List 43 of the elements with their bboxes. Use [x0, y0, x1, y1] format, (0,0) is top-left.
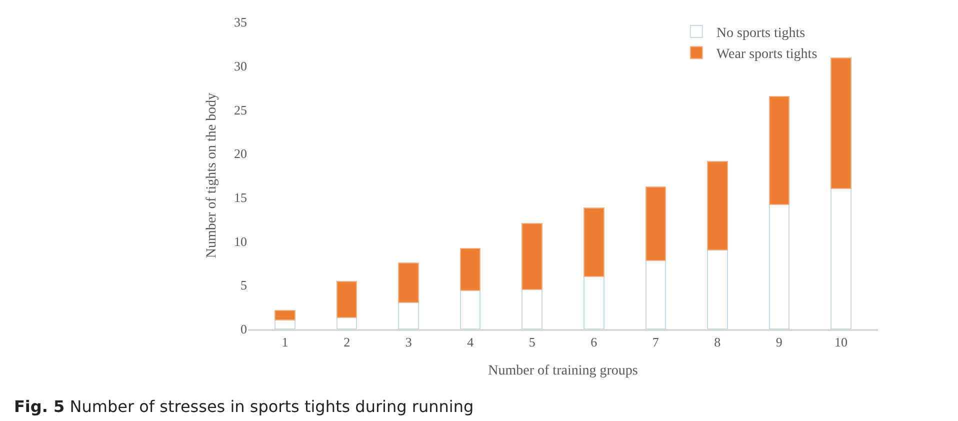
- bar: [336, 281, 358, 318]
- x-tick-label: 9: [776, 334, 782, 350]
- bar: [707, 160, 728, 251]
- y-tick-label: 20: [234, 146, 247, 162]
- x-tick-label: 3: [405, 334, 412, 350]
- y-axis-title: Number of tights on the body: [204, 92, 220, 258]
- bar: [645, 186, 666, 262]
- x-tick-label: 5: [528, 334, 536, 350]
- x-axis-title: Number of training groups: [488, 363, 638, 378]
- caption: Fig. 5 Number of stresses in sports tights during running: [14, 397, 474, 416]
- x-tick-label: 7: [652, 334, 660, 350]
- x-tick-label: 6: [590, 334, 598, 350]
- bar: [274, 310, 296, 321]
- x-tick-label: 1: [282, 334, 288, 350]
- bar: [584, 276, 604, 329]
- bar: [830, 57, 852, 190]
- y-tick-label: 5: [240, 278, 247, 293]
- bar: [645, 260, 666, 329]
- y-tick-label: 0: [240, 322, 247, 337]
- x-tick-label: 8: [714, 334, 721, 350]
- bar: [768, 204, 790, 329]
- bar: [274, 320, 296, 329]
- y-tick-label: 35: [234, 14, 247, 30]
- x-tick-label: 2: [344, 334, 350, 350]
- bar: [398, 302, 419, 329]
- bar: [460, 290, 481, 329]
- bar: [398, 262, 419, 304]
- bar: [460, 248, 481, 291]
- bar: [707, 250, 728, 329]
- y-tick-label: 30: [234, 58, 247, 74]
- bar: [522, 223, 542, 290]
- bar: [336, 317, 358, 329]
- bar: [584, 207, 604, 277]
- y-tick-label: 25: [234, 102, 247, 118]
- y-tick-label: 10: [234, 234, 247, 249]
- x-tick-label: 10: [834, 334, 848, 350]
- legend-label: No sports tights: [716, 26, 806, 41]
- legend-label: Wear sports tights: [716, 47, 818, 62]
- bar: [522, 289, 542, 329]
- bar: [830, 188, 852, 329]
- x-tick-label: 4: [467, 334, 474, 350]
- bar: [768, 96, 790, 205]
- y-tick-label: 15: [234, 190, 247, 205]
